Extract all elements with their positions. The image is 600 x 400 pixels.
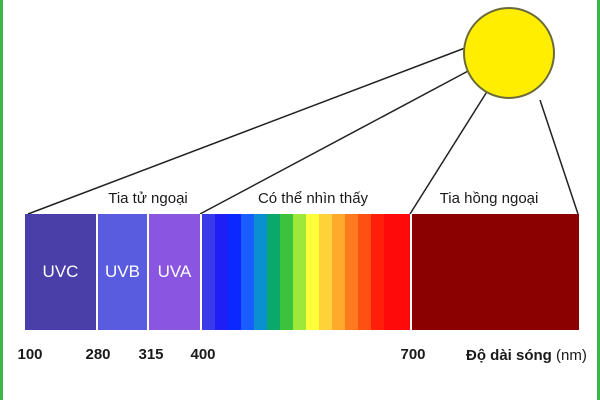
spectrum-stripe [358,214,371,330]
divider [147,214,149,330]
axis-unit: (nm) [556,347,587,364]
band-uvb: UVB [98,214,147,330]
spectrum-stripe [332,214,345,330]
tick-label: 280 [85,346,111,363]
spectrum-stripe [293,214,306,330]
band-infrared [412,214,579,330]
spectrum-stripe [345,214,358,330]
spectrum-stripe [215,214,228,330]
ray-visible-right [409,89,489,215]
spectrum-stripe [384,214,397,330]
ray-uv-left [27,47,466,215]
spectrum-stripe [371,214,384,330]
label-ultraviolet: Tia tử ngoại [108,190,188,207]
axis-title-text: Độ dài sóng [466,347,552,364]
spectrum-stripe [319,214,332,330]
spectrum-stripe [280,214,293,330]
sun-icon [463,7,555,99]
divider [96,214,98,330]
spectrum-stripe [228,214,241,330]
ray-infrared-right [539,99,579,215]
band-uva: UVA [149,214,200,330]
spectrum-stripe [254,214,267,330]
visible-spectrum [202,214,410,330]
spectrum-stripe [267,214,280,330]
label-visible: Có thể nhìn thấy [257,190,369,207]
spectrum-stripe [397,214,410,330]
spectrum-stripe [202,214,215,330]
band-uvc: UVC [25,214,96,330]
band-uva-label: UVA [157,262,192,281]
divider [200,214,202,330]
spectrum-stripe [241,214,254,330]
band-uvb-label: UVB [105,262,140,281]
divider [410,214,412,330]
axis-title: Độ dài sóng (nm) [466,347,587,364]
tick-label: 315 [138,346,164,363]
tick-label: 400 [190,346,216,363]
label-infrared: Tia hồng ngoại [439,190,539,207]
ray-uv-right [199,69,471,215]
band-uvc-label: UVC [42,262,79,281]
spectrum-stripe [306,214,319,330]
tick-label: 100 [17,346,43,363]
tick-label: 700 [400,346,426,363]
